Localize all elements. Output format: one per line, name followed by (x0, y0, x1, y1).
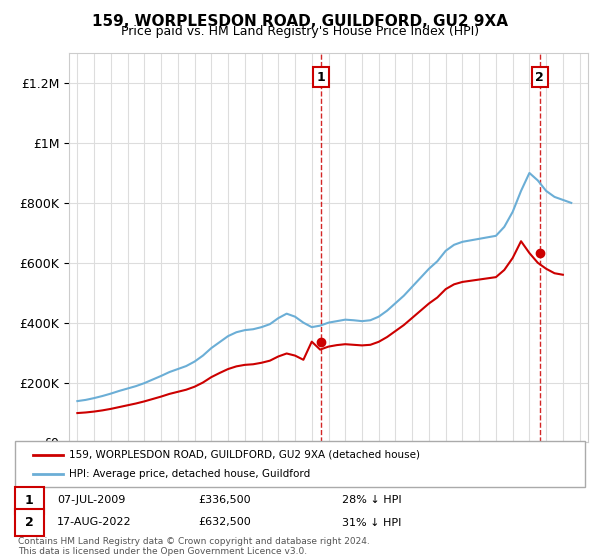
Text: 1: 1 (316, 71, 325, 83)
Text: £336,500: £336,500 (198, 495, 251, 505)
Text: 1: 1 (25, 493, 34, 507)
Text: 2: 2 (535, 71, 544, 83)
Text: HPI: Average price, detached house, Guildford: HPI: Average price, detached house, Guil… (69, 469, 310, 478)
Text: Price paid vs. HM Land Registry's House Price Index (HPI): Price paid vs. HM Land Registry's House … (121, 25, 479, 38)
Text: £632,500: £632,500 (198, 517, 251, 528)
Text: 17-AUG-2022: 17-AUG-2022 (57, 517, 131, 528)
Text: 159, WORPLESDON ROAD, GUILDFORD, GU2 9XA: 159, WORPLESDON ROAD, GUILDFORD, GU2 9XA (92, 14, 508, 29)
Text: 2: 2 (25, 516, 34, 529)
Text: 159, WORPLESDON ROAD, GUILDFORD, GU2 9XA (detached house): 159, WORPLESDON ROAD, GUILDFORD, GU2 9XA… (69, 450, 420, 460)
Text: 07-JUL-2009: 07-JUL-2009 (57, 495, 125, 505)
Text: Contains HM Land Registry data © Crown copyright and database right 2024.: Contains HM Land Registry data © Crown c… (18, 538, 370, 547)
Text: 28% ↓ HPI: 28% ↓ HPI (342, 495, 401, 505)
Text: 31% ↓ HPI: 31% ↓ HPI (342, 517, 401, 528)
Text: This data is licensed under the Open Government Licence v3.0.: This data is licensed under the Open Gov… (18, 548, 307, 557)
